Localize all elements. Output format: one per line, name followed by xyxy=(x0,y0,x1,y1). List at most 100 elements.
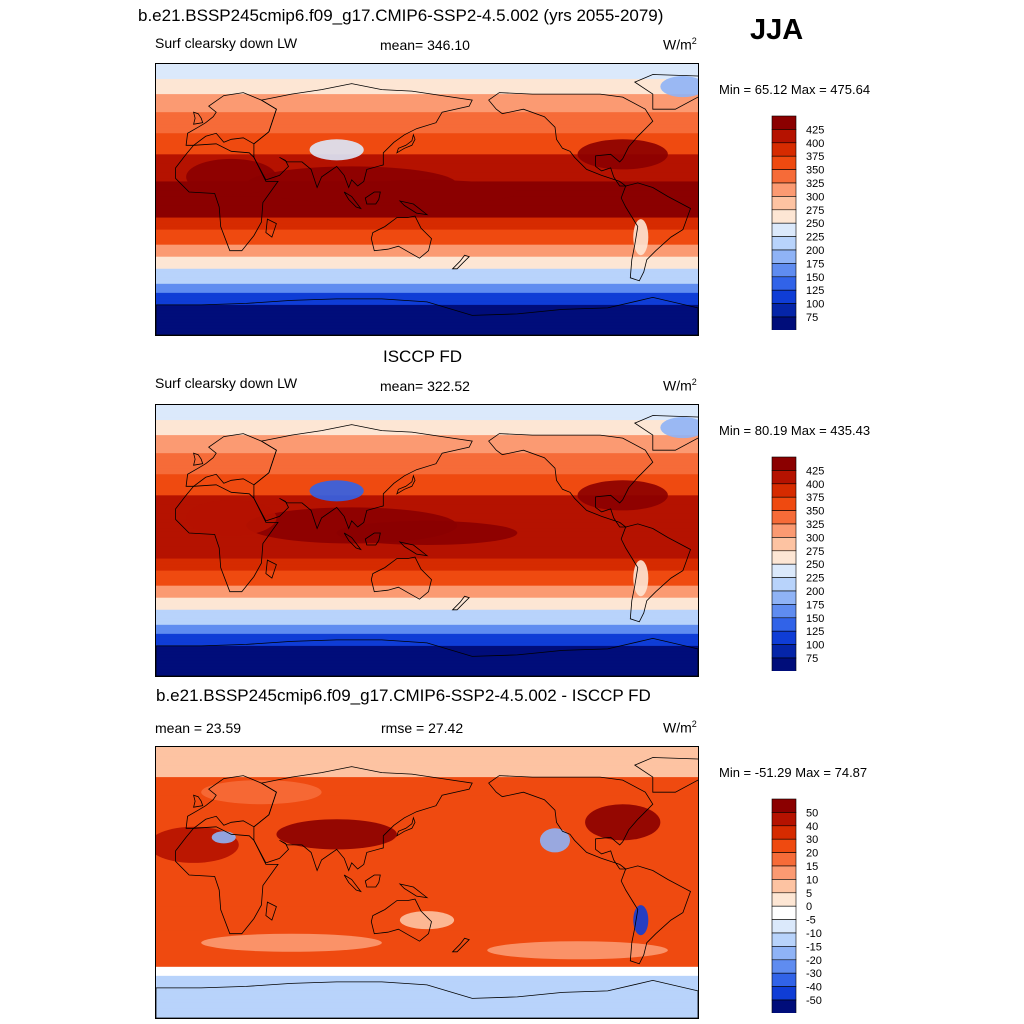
colorbar-tick-label: -20 xyxy=(806,955,822,967)
coastline-asia xyxy=(253,424,473,530)
field-band xyxy=(156,450,698,454)
field-band xyxy=(156,480,698,484)
coastline-greenland xyxy=(633,757,698,793)
field-band xyxy=(156,870,698,875)
field-band xyxy=(156,70,698,74)
field-band xyxy=(156,612,698,617)
field-band xyxy=(156,217,698,222)
colorbar-tick-label: 5 xyxy=(806,888,812,900)
colorbar-tick-label: -10 xyxy=(806,928,822,940)
field-band xyxy=(156,130,698,134)
colorbar-tick-label: 15 xyxy=(806,861,818,873)
variable-label: Surf clearsky down LW xyxy=(155,375,298,391)
field-band xyxy=(156,564,698,569)
mean-label: mean= 346.10 xyxy=(380,37,470,53)
field-band xyxy=(156,648,698,653)
colorbar-swatch xyxy=(771,129,797,144)
field-band xyxy=(156,304,698,309)
field-band xyxy=(156,492,698,496)
field-band xyxy=(156,456,698,460)
colorbar-swatch xyxy=(771,169,797,184)
coastline-ng xyxy=(398,541,429,557)
variable-label: Surf clearsky down LW xyxy=(155,35,298,51)
field-band xyxy=(156,486,698,490)
field-band xyxy=(156,477,698,481)
field-band xyxy=(156,283,698,288)
rmse-label: rmse = 27.42 xyxy=(381,720,464,736)
field-band xyxy=(156,813,698,817)
field-band xyxy=(156,810,698,814)
field-band xyxy=(156,507,698,511)
field-band xyxy=(156,124,698,128)
coastline-greenland xyxy=(633,74,698,110)
field-band xyxy=(156,295,698,300)
field-band xyxy=(156,639,698,644)
field-band xyxy=(156,861,698,866)
field-anomaly xyxy=(577,139,668,170)
field-band xyxy=(156,154,698,158)
field-band xyxy=(156,1014,698,1018)
units-label: W/m2 xyxy=(663,719,697,736)
field-band xyxy=(156,864,698,869)
colorbar-swatch xyxy=(771,303,797,318)
field-band xyxy=(156,969,698,974)
field-band xyxy=(156,954,698,959)
coastline-africa xyxy=(175,484,279,593)
colorbar-swatch xyxy=(771,276,797,291)
colorbar-swatch xyxy=(771,959,797,974)
colorbar-tick-label: 200 xyxy=(806,245,824,257)
field-band xyxy=(156,978,698,983)
field-band xyxy=(156,672,698,676)
field-band xyxy=(156,630,698,635)
field-band xyxy=(156,292,698,297)
field-band xyxy=(156,933,698,938)
coastline-borneo xyxy=(364,874,381,888)
field-band xyxy=(156,432,698,436)
field-anomaly xyxy=(585,804,661,841)
field-band xyxy=(156,241,698,246)
colorbar-swatch xyxy=(771,182,797,197)
field-band xyxy=(156,753,698,757)
field-band xyxy=(156,501,698,505)
field-band xyxy=(156,600,698,605)
coastline-madagascar xyxy=(265,218,277,238)
field-band xyxy=(156,846,698,850)
field-band xyxy=(156,987,698,992)
field-band xyxy=(156,759,698,763)
field-band xyxy=(156,558,698,563)
field-band xyxy=(156,316,698,321)
field-anomaly xyxy=(399,911,455,930)
field-band xyxy=(156,801,698,805)
units-label: W/m2 xyxy=(663,36,697,53)
field-band xyxy=(156,930,698,935)
heatmap-obs xyxy=(156,405,698,676)
field-band xyxy=(156,777,698,781)
field-band xyxy=(156,145,698,149)
colorbar-swatch xyxy=(771,932,797,947)
colorbar-swatch xyxy=(771,798,797,813)
coastline-nz xyxy=(451,595,470,611)
colorbar-tick-label: 275 xyxy=(806,205,824,217)
colorbar-tick-label: 175 xyxy=(806,258,824,270)
field-band xyxy=(156,858,698,863)
field-band xyxy=(156,993,698,998)
mean-label: mean = 23.59 xyxy=(155,720,242,736)
heatmap-model xyxy=(156,64,698,335)
field-band xyxy=(156,322,698,327)
colorbar-swatch xyxy=(771,630,797,645)
coastline-ng xyxy=(398,200,429,216)
field-band xyxy=(156,942,698,947)
colorbar-swatch xyxy=(771,222,797,237)
colorbar-tick-label: 375 xyxy=(806,151,824,163)
field-band xyxy=(156,211,698,216)
field-anomaly xyxy=(577,480,668,511)
colorbar-swatch xyxy=(771,142,797,157)
field-band xyxy=(156,235,698,240)
field-band xyxy=(156,163,698,167)
colorbar-tick-label: 40 xyxy=(806,821,818,833)
field-anomaly xyxy=(336,520,518,546)
coastline-madagascar xyxy=(265,901,277,921)
field-band xyxy=(156,789,698,793)
field-band xyxy=(156,567,698,572)
